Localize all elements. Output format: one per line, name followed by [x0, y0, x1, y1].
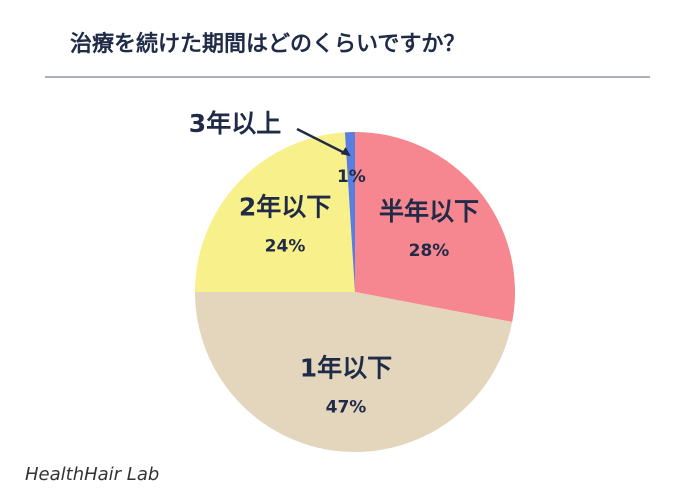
slice-label: 3年以上: [189, 109, 281, 138]
slice-label: 半年以下: [379, 197, 479, 226]
watermark: HealthHair Lab: [25, 464, 159, 485]
pie-slice: [195, 132, 355, 292]
slice-label: 1年以下: [300, 354, 392, 383]
slice-label: 2年以下: [239, 192, 331, 221]
chart-title: 治療を続けた期間はどのくらいですか？: [70, 31, 465, 57]
pie-slice: [355, 132, 515, 322]
arrow: [296, 127, 348, 156]
pie-slice: [344, 132, 355, 292]
value-label: 28%: [409, 241, 450, 261]
value-label: 24%: [265, 236, 306, 256]
pie-slice: [195, 292, 513, 452]
value-label: 1%: [337, 167, 366, 187]
value-label: 47%: [326, 398, 367, 418]
arrow-head: [340, 147, 351, 157]
